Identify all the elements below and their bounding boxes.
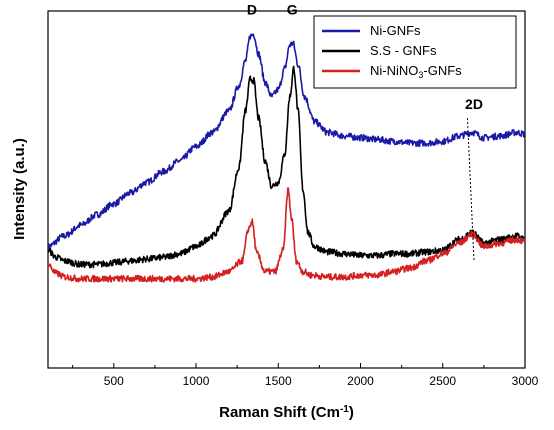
x-tick-label-1500: 1500 [265,374,292,388]
peak-label-d: D [247,2,257,18]
series-line-ni-nino3-gnfs [48,187,525,283]
x-axis-title-close-paren: ) [349,404,354,421]
x-axis-title-superscript: -1 [340,404,349,415]
x-tick-label-2500: 2500 [429,374,456,388]
x-tick-label-500: 500 [104,374,124,388]
legend-label-ni-nino3-gnfs: Ni-NiNO3-GNFs [370,63,462,80]
legend-label-ss-gnfs: S.S - GNFs [370,43,437,58]
x-axis-title: Raman Shift (Cm-1) [219,404,354,421]
legend-label-ni-gnfs: Ni-GNFs [370,23,421,38]
peak-label-2d: 2D [465,96,483,112]
series-line-ni-gnfs [48,33,525,250]
x-tick-label-2000: 2000 [347,374,374,388]
peak-annotations: D G 2D [247,2,483,113]
2d-dotted-guide-line [466,118,475,261]
x-tick-label-3000: 3000 [512,374,539,388]
peak-label-g: G [287,2,298,18]
series-layer [48,33,525,283]
x-axis-ticks: 500 1000 1500 2000 2500 3000 [72,363,539,388]
legend: Ni-GNFs S.S - GNFs Ni-NiNO3-GNFs [313,15,517,89]
plot-frame [47,10,526,369]
x-tick-label-1000: 1000 [183,374,210,388]
y-axis-title: Intensity (a.u.) [11,138,28,240]
series-line-s-s-gnfs [48,65,525,269]
